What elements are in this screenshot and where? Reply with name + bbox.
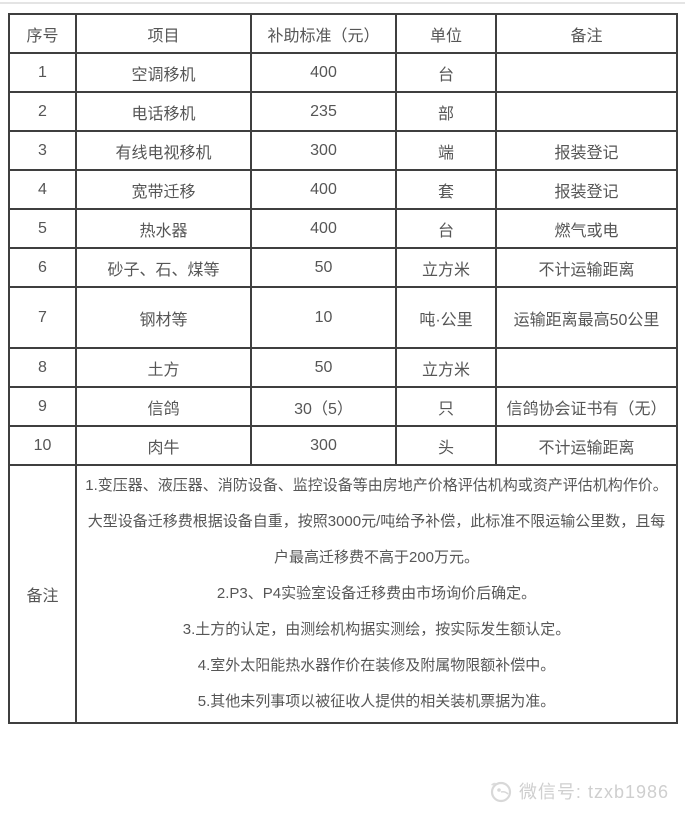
header-unit: 单位 xyxy=(395,13,497,54)
serial-cell: 3 xyxy=(8,130,77,171)
subsidy-table: 序号 项目 补助标准（元） 单位 备注 1 空调移机 400 台 2 电话移机 … xyxy=(8,13,678,724)
remarks-content: 1.变压器、液压器、消防设备、监控设备等由房地产价格评估机构或资产评估机构作价。… xyxy=(75,464,678,724)
unit-cell: 只 xyxy=(395,386,497,427)
note-cell: 燃气或电 xyxy=(495,208,678,249)
unit-cell: 立方米 xyxy=(395,347,497,388)
item-cell: 有线电视移机 xyxy=(75,130,252,171)
remarks-row: 备注 1.变压器、液压器、消防设备、监控设备等由房地产价格评估机构或资产评估机构… xyxy=(8,464,678,724)
standard-cell: 50 xyxy=(250,347,397,388)
serial-cell: 5 xyxy=(8,208,77,249)
note-cell: 不计运输距离 xyxy=(495,425,678,466)
item-cell: 电话移机 xyxy=(75,91,252,132)
item-cell: 肉牛 xyxy=(75,425,252,466)
item-cell: 砂子、石、煤等 xyxy=(75,247,252,288)
standard-cell: 400 xyxy=(250,52,397,93)
standard-cell: 50 xyxy=(250,247,397,288)
item-cell: 信鸽 xyxy=(75,386,252,427)
subsidy-table-container: 序号 项目 补助标准（元） 单位 备注 1 空调移机 400 台 2 电话移机 … xyxy=(8,13,678,724)
note-cell xyxy=(495,91,678,132)
serial-cell: 2 xyxy=(8,91,77,132)
remark-note-2: 2.P3、P4实验室设备迁移费由市场询价后确定。 xyxy=(216,585,537,602)
serial-cell: 10 xyxy=(8,425,77,466)
item-cell: 钢材等 xyxy=(75,286,252,349)
standard-cell: 400 xyxy=(250,208,397,249)
note-cell: 报装登记 xyxy=(495,169,678,210)
remark-note-5: 5.其他未列事项以被征收人提供的相关装机票据为准。 xyxy=(197,693,556,710)
unit-cell: 吨·公里 xyxy=(395,286,497,349)
unit-cell: 部 xyxy=(395,91,497,132)
unit-cell: 台 xyxy=(395,52,497,93)
note-cell: 信鸽协会证书有（无） xyxy=(495,386,678,427)
note-cell xyxy=(495,347,678,388)
standard-cell: 10 xyxy=(250,286,397,349)
unit-cell: 端 xyxy=(395,130,497,171)
header-serial: 序号 xyxy=(8,13,77,54)
table-row: 5 热水器 400 台 燃气或电 xyxy=(8,208,678,249)
standard-cell: 400 xyxy=(250,169,397,210)
remark-note-4: 4.室外太阳能热水器作价在装修及附属物限额补偿中。 xyxy=(197,657,556,674)
watermark-text: 微信号: tzxb1986 xyxy=(518,782,669,802)
item-cell: 土方 xyxy=(75,347,252,388)
table-row: 8 土方 50 立方米 xyxy=(8,347,678,388)
unit-cell: 头 xyxy=(395,425,497,466)
standard-cell: 300 xyxy=(250,130,397,171)
header-row: 序号 项目 补助标准（元） 单位 备注 xyxy=(8,13,678,54)
header-item: 项目 xyxy=(75,13,252,54)
unit-cell: 套 xyxy=(395,169,497,210)
item-cell: 热水器 xyxy=(75,208,252,249)
remarks-label: 备注 xyxy=(8,464,77,724)
wechat-icon xyxy=(488,779,512,803)
standard-cell: 300 xyxy=(250,425,397,466)
item-cell: 宽带迁移 xyxy=(75,169,252,210)
header-note: 备注 xyxy=(495,13,678,54)
header-standard: 补助标准（元） xyxy=(250,13,397,54)
serial-cell: 6 xyxy=(8,247,77,288)
table-row: 3 有线电视移机 300 端 报装登记 xyxy=(8,130,678,171)
table-row: 2 电话移机 235 部 xyxy=(8,91,678,132)
note-cell xyxy=(495,52,678,93)
table-row: 4 宽带迁移 400 套 报装登记 xyxy=(8,169,678,210)
watermark: 微信号: tzxb1986 xyxy=(488,778,669,804)
table-row: 1 空调移机 400 台 xyxy=(8,52,678,93)
serial-cell: 1 xyxy=(8,52,77,93)
serial-cell: 8 xyxy=(8,347,77,388)
unit-cell: 立方米 xyxy=(395,247,497,288)
note-cell: 运输距离最高50公里 xyxy=(495,286,678,349)
table-row: 9 信鸽 30（5） 只 信鸽协会证书有（无） xyxy=(8,386,678,427)
item-cell: 空调移机 xyxy=(75,52,252,93)
note-cell: 不计运输距离 xyxy=(495,247,678,288)
serial-cell: 7 xyxy=(8,286,77,349)
table-row: 10 肉牛 300 头 不计运输距离 xyxy=(8,425,678,466)
remark-note-3: 3.土方的认定，由测绘机构据实测绘，按实际发生额认定。 xyxy=(182,621,571,638)
serial-cell: 9 xyxy=(8,386,77,427)
standard-cell: 235 xyxy=(250,91,397,132)
standard-cell: 30（5） xyxy=(250,386,397,427)
top-divider xyxy=(0,2,685,4)
table-row: 7 钢材等 10 吨·公里 运输距离最高50公里 xyxy=(8,286,678,349)
note-cell: 报装登记 xyxy=(495,130,678,171)
serial-cell: 4 xyxy=(8,169,77,210)
unit-cell: 台 xyxy=(395,208,497,249)
table-row: 6 砂子、石、煤等 50 立方米 不计运输距离 xyxy=(8,247,678,288)
remark-note-1: 1.变压器、液压器、消防设备、监控设备等由房地产价格评估机构或资产评估机构作价。… xyxy=(85,477,668,566)
